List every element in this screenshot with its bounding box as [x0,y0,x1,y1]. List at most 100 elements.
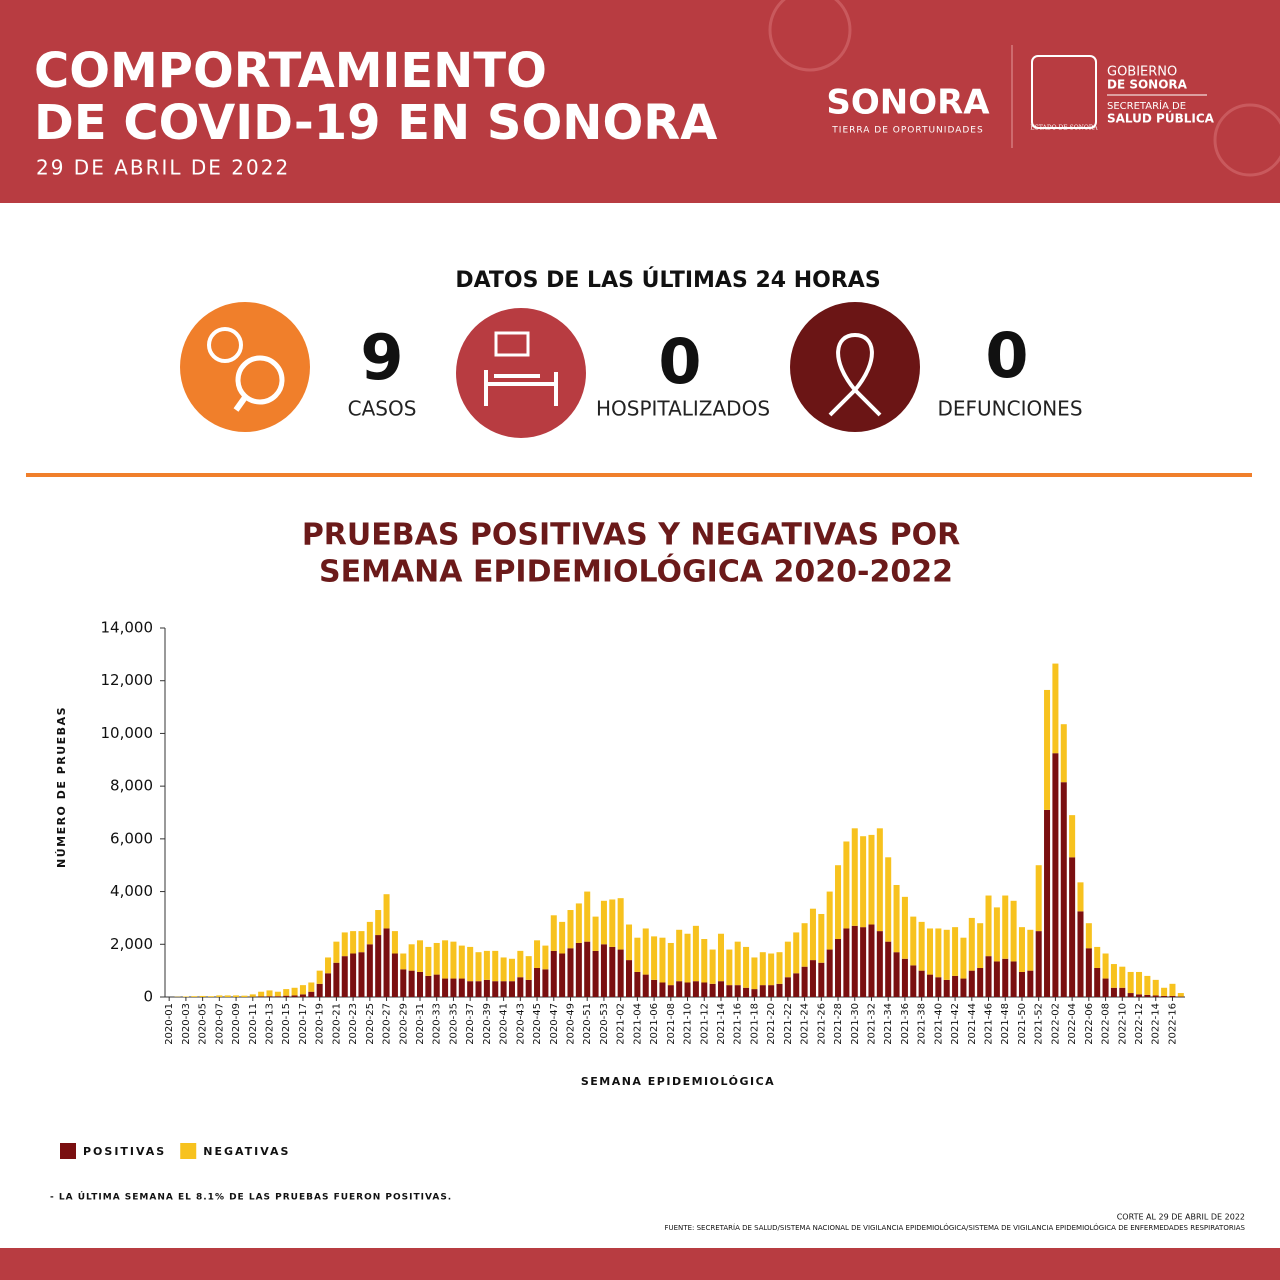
bar-segment [926,974,934,997]
legend-swatch [60,1143,76,1159]
x-tick-label: 2021-06 [649,1003,660,1045]
bar-segment [1010,900,1017,962]
stats-title: DATOS DE LAS ÚLTIMAS 24 HORAS [455,267,880,293]
icon-glass [235,355,285,405]
bar-segment [400,953,407,970]
bar-segment [325,957,332,974]
y-tick-label: 10,000 [101,724,154,742]
bar-segment [701,939,708,983]
x-tick-label: 2020-31 [415,1003,426,1045]
bar-segment [935,977,942,997]
bar-segment [542,945,549,970]
legend-swatch [180,1143,197,1159]
bar-segment [977,923,984,969]
bar-segment [952,927,959,976]
bar-segment [508,981,515,997]
bar-segment [617,949,624,997]
x-tick-label: 2021-04 [632,1003,643,1045]
bar-segment [1027,970,1034,997]
stat-value: 9 [360,321,403,394]
bar-segment [876,931,883,997]
bar-segment [191,996,198,997]
bar-segment [743,987,750,997]
bar-segment [341,932,348,957]
bar-segment [851,925,858,997]
bar-segment [433,974,440,997]
x-tick-label: 2021-34 [883,1003,894,1045]
bar-segment [993,907,1000,962]
x-tick-label: 2020-11 [248,1003,259,1045]
bar-segment [274,996,281,997]
bar-segment [1077,882,1084,912]
bar-segment [1161,987,1168,996]
header-title: DE COVID-19 EN SONORA [34,95,717,151]
bar-segment [801,923,808,967]
bar-segment [968,970,975,997]
bar-segment [475,981,482,997]
bar-segment [291,995,298,997]
x-tick-label: 2021-44 [967,1003,978,1045]
bar-segment [1060,782,1067,997]
y-tick-label: 4,000 [110,882,153,900]
chart-title: SEMANA EPIDEMIOLÓGICA 2020-2022 [319,553,953,590]
bar-segment [258,996,265,997]
x-tick-label: 2020-19 [315,1003,326,1045]
bar-segment [893,952,900,997]
bar-segment [316,970,323,984]
bar-segment [391,931,398,954]
separator [26,473,1252,477]
y-tick-label: 14,000 [101,619,154,637]
bar-segment [224,995,231,997]
bar-segment [876,828,883,932]
stat-label: CASOS [348,397,417,421]
x-tick-label: 2020-39 [482,1003,493,1045]
bar-segment [1094,968,1101,997]
bar-segment [1010,961,1017,997]
bar-segment [492,950,499,982]
x-tick-label: 2020-41 [499,1003,510,1045]
bar-segment [325,973,332,997]
x-tick-label: 2021-24 [800,1003,811,1045]
bar-segment [550,915,557,951]
bar-segment [843,841,850,929]
bar-segment [199,995,206,997]
x-tick-label: 2021-20 [766,1003,777,1045]
bar-segment [868,924,875,997]
bar-segment [534,968,541,997]
bar-segment [408,944,415,971]
bar-segment [1027,929,1034,971]
bar-segment [918,970,925,997]
bar-segment [609,899,616,947]
footer-band [0,1248,1280,1280]
bar-segment [559,921,566,954]
bar-segment [233,995,240,997]
bar-segment [1044,809,1051,997]
bar-segment [768,953,775,986]
bar-segment [1052,663,1059,754]
bar-segment [241,995,248,997]
x-tick-label: 2020-13 [265,1003,276,1045]
bar-segment [333,941,340,963]
bar-segment [885,857,892,942]
bar-segment [467,946,474,982]
x-tick-label: 2021-36 [900,1003,911,1045]
bar-segment [350,931,357,954]
bar-segment [483,950,490,980]
bar-segment [768,985,775,997]
bar-segment [667,942,674,986]
header-band [0,0,1280,203]
bar-segment [776,983,783,997]
bar-segment [1127,993,1134,997]
bar-segment [860,927,867,997]
bar-segment [818,913,825,963]
x-tick-label: 2020-49 [565,1003,576,1045]
bar-segment [425,946,432,976]
bar-segment [1044,689,1051,810]
bar-segment [1152,979,1159,996]
bar-segment [1102,953,1109,979]
x-tick-label: 2020-01 [164,1003,175,1045]
bar-segment [926,928,934,975]
bar-segment [592,916,599,951]
decor [1213,103,1280,177]
bar-segment [1136,994,1143,997]
